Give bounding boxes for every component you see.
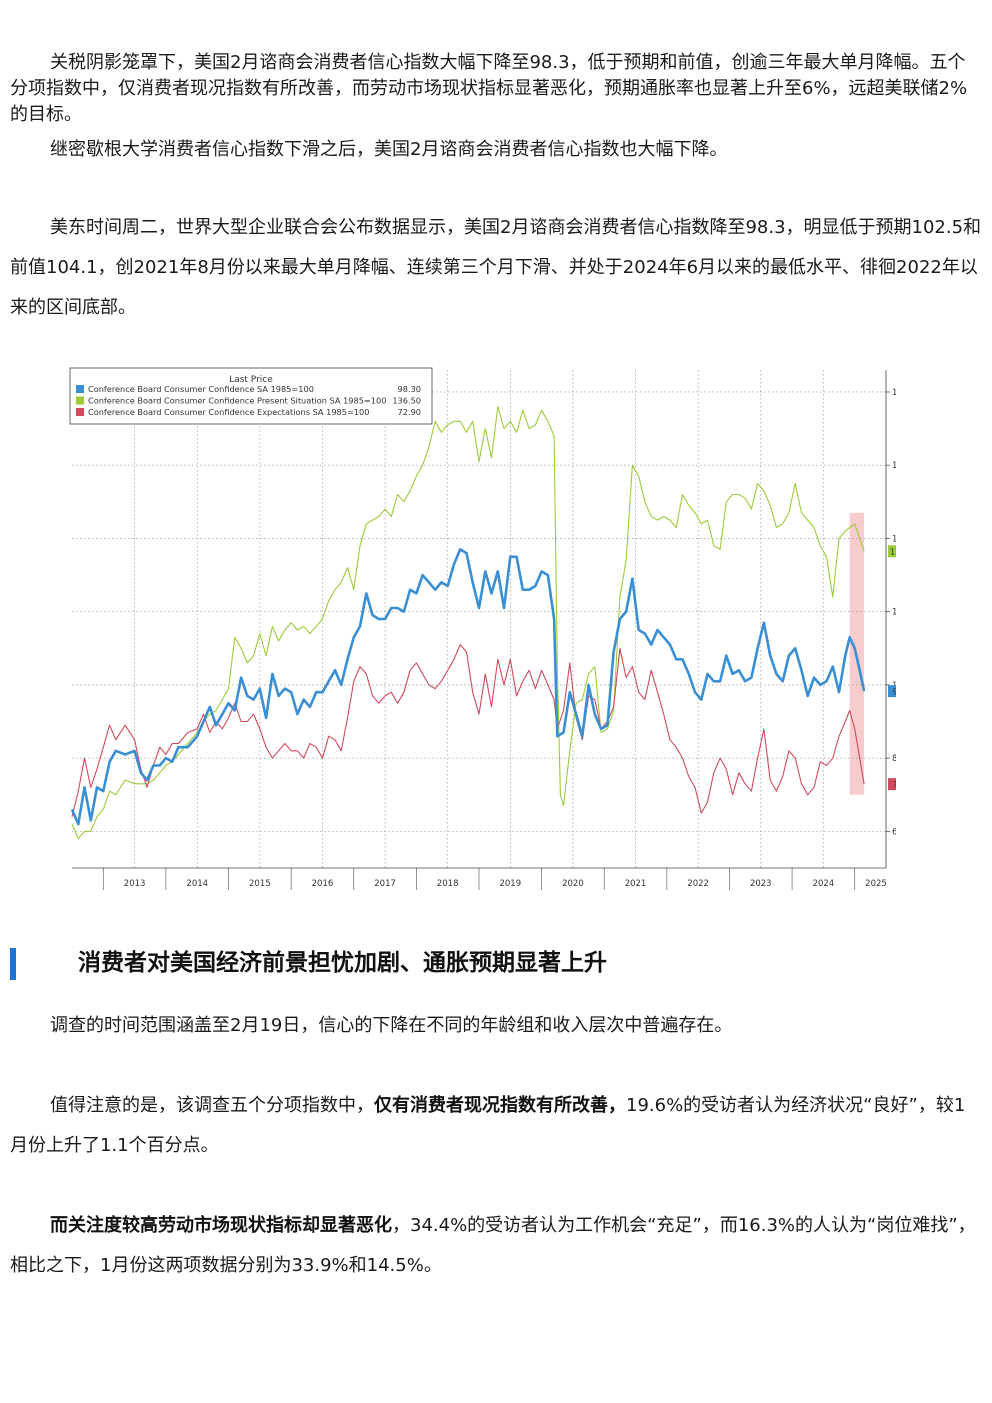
ytick-label-80: 80 (892, 754, 896, 764)
chart-axes: 6080100120140160180201320142015201620172… (72, 370, 896, 890)
xtick-label-2017: 2017 (374, 879, 396, 889)
paragraph-survey-period: 调查的时间范围涵盖至2月19日，信心的下降在不同的年龄组和收入层次中普遍存在。 (50, 1015, 733, 1036)
last-value-label-2: 72.90 (893, 780, 896, 789)
ytick-label-180: 180 (892, 388, 896, 398)
p5-lead: 值得注意的是，该调查五个分项指数中， (50, 1095, 374, 1116)
p6-detail: ，34.4%的受访者认为工作机会“充足”，而16.3%的人认为“岗位难找”，相比… (10, 1215, 976, 1276)
last-value-tag-1 (888, 545, 896, 558)
ytick-label-160: 160 (892, 461, 896, 471)
legend-value-2: 72.90 (398, 407, 421, 417)
section-title: 消费者对美国经济前景担忧加剧、通胀预期显著上升 (78, 950, 607, 976)
xtick-label-2018: 2018 (437, 879, 459, 889)
paragraph-labor-market: 而关注度较高劳动市场现状指标却显著恶化，34.4%的受访者认为工作机会“充足”，… (10, 1206, 982, 1286)
section-heading: 消费者对美国经济前景担忧加剧、通胀预期显著上升 (10, 944, 980, 982)
legend-label-2: Conference Board Consumer Confidence Exp… (88, 407, 369, 417)
last-value-tag-2 (888, 778, 896, 791)
p5-detail: 19.6%的受访者认为经济状况“良好”，较1月份上升了1.1个百分点。 (10, 1095, 966, 1156)
chart-grid (72, 370, 886, 868)
series-line-0 (70, 548, 866, 826)
ytick-label-120: 120 (892, 608, 896, 618)
last-value-label-1: 136.50 (890, 547, 896, 556)
ytick-label-60: 60 (892, 827, 896, 837)
section-accent-bar (10, 948, 16, 980)
legend-value-0: 98.30 (398, 384, 421, 394)
legend-swatch-1 (76, 396, 84, 405)
xtick-label-2015: 2015 (249, 879, 271, 889)
paragraph-data-release: 美东时间周二，世界大型企业联合会公布数据显示，美国2月谘商会消费者信心指数降至9… (10, 217, 982, 318)
consumer-confidence-chart: 6080100120140160180201320142015201620172… (66, 366, 896, 894)
chart-legend: Last Price Conference Board Consumer Con… (69, 367, 433, 425)
xtick-label-2024: 2024 (813, 879, 835, 889)
xtick-label-2022: 2022 (687, 879, 709, 889)
last-value-tag-0 (888, 685, 896, 698)
legend-swatch-2 (76, 408, 84, 416)
paragraph-secondary: 继密歇根大学消费者信心指数下滑之后，美国2月谘商会消费者信心指数也大幅下降。 (50, 139, 728, 160)
xtick-label-2016: 2016 (312, 879, 334, 889)
xtick-label-2025: 2025 (865, 879, 887, 889)
chart-series-layer (70, 406, 866, 840)
xtick-label-2020: 2020 (562, 879, 584, 889)
xtick-label-2014: 2014 (186, 879, 208, 889)
series-line-1 (71, 406, 865, 840)
legend-label-0: Conference Board Consumer Confidence SA … (88, 384, 314, 394)
xtick-label-2019: 2019 (499, 879, 521, 889)
p5-emphasis: 仅有消费者现况指数有所改善， (374, 1095, 626, 1116)
legend-title: Last Price (229, 375, 273, 385)
legend-box (69, 367, 433, 425)
series-line-2 (71, 644, 865, 817)
ytick-label-140: 140 (892, 534, 896, 544)
legend-value-1: 136.50 (392, 396, 421, 406)
paragraph-intro: 关税阴影笼罩下，美国2月谘商会消费者信心指数大幅下降至98.3，低于预期和前值，… (10, 52, 968, 125)
p6-emphasis: 而关注度较高劳动市场现状指标却显著恶化 (50, 1215, 392, 1236)
xtick-label-2023: 2023 (750, 879, 772, 889)
legend-label-1: Conference Board Consumer Confidence Pre… (88, 396, 386, 406)
chart-svg: 6080100120140160180201320142015201620172… (69, 367, 896, 890)
legend-swatch-0 (76, 385, 84, 393)
xtick-label-2013: 2013 (124, 879, 146, 889)
xtick-label-2021: 2021 (625, 879, 647, 889)
paragraph-present-situation: 值得注意的是，该调查五个分项指数中，仅有消费者现况指数有所改善，19.6%的受访… (10, 1086, 982, 1166)
last-value-label-0: 98.30 (893, 687, 896, 696)
